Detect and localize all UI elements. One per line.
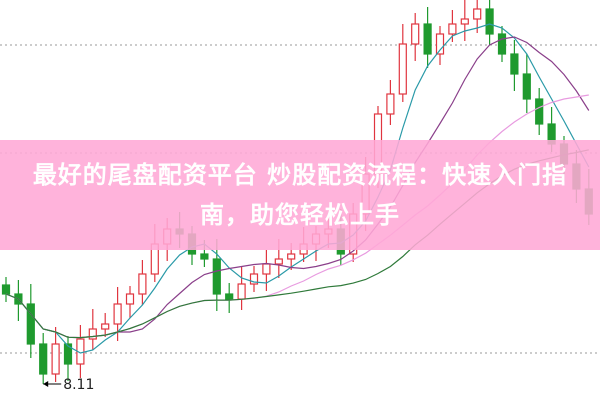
annotation-arrowhead <box>43 381 49 387</box>
candle-body <box>113 303 122 325</box>
candle-body <box>101 323 110 330</box>
candle-body <box>386 93 395 115</box>
candle-body <box>225 293 234 300</box>
candle-body <box>249 273 259 285</box>
candle-body <box>125 293 135 305</box>
candle-body <box>497 33 507 55</box>
candle-body <box>63 343 73 365</box>
title-banner: 最好的尾盘配资平台 炒股配资流程：快速入门指南，助您轻松上手 <box>0 140 600 250</box>
candle-body <box>138 273 147 295</box>
candle-body <box>200 253 209 260</box>
candle-body <box>448 23 457 35</box>
candle-body <box>485 8 494 35</box>
candle-body <box>287 253 296 260</box>
candle-body <box>51 343 60 375</box>
candle-body <box>274 258 283 265</box>
candle-body <box>39 343 48 375</box>
candle-body <box>398 43 407 95</box>
low-price-label: 8.11 <box>63 377 94 393</box>
candle-body <box>473 8 482 20</box>
candle-body <box>435 33 445 55</box>
candle-body <box>212 258 221 295</box>
candle-body <box>262 263 271 275</box>
candle-body <box>423 23 432 55</box>
article-title: 最好的尾盘配资平台 炒股配资流程：快速入门指南，助您轻松上手 <box>32 161 568 229</box>
candle-body <box>88 328 97 340</box>
ma5-line <box>5 23 590 354</box>
candle-body <box>1 284 11 295</box>
candle-body <box>26 303 35 345</box>
candle-body <box>237 283 246 300</box>
candle-body <box>535 98 544 125</box>
candle-body <box>522 73 531 100</box>
candle-body <box>460 18 469 25</box>
candle-body <box>411 23 420 45</box>
candle-body <box>510 53 519 75</box>
